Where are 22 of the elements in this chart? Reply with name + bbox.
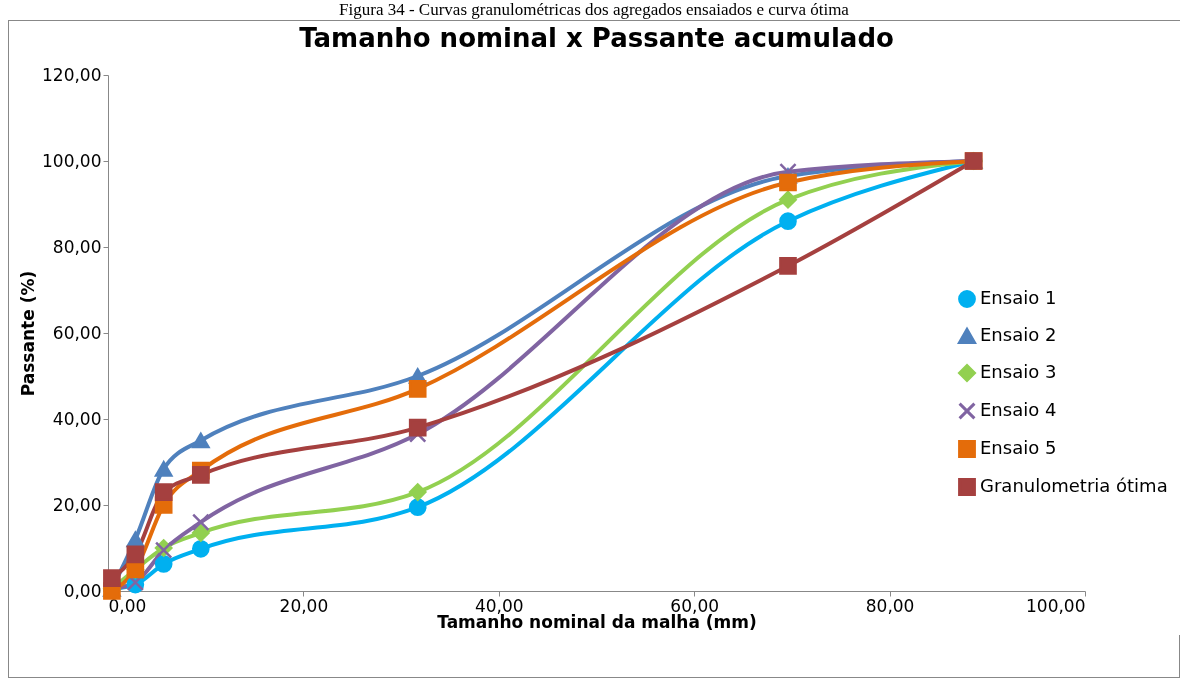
x-tick-label: 0,00 bbox=[108, 595, 147, 616]
x-tick-label: 60,00 bbox=[670, 595, 720, 616]
text: Figura 34 - Curvas granulométricas dos agregados ensaiados e curva ótima bbox=[338, 0, 850, 20]
y-tick-label: 40,00 bbox=[52, 408, 102, 429]
legend-label: Granulometria ótima bbox=[980, 475, 1168, 496]
x-tick-label: 40,00 bbox=[474, 595, 524, 616]
chart-title: Tamanho nominal x Passante acumulado bbox=[299, 23, 894, 53]
x-tick-label: 80,00 bbox=[865, 595, 915, 616]
y-tick-label: 20,00 bbox=[52, 494, 102, 515]
legend-label: Ensaio 5 bbox=[980, 437, 1057, 458]
y-tick-label: 80,00 bbox=[52, 236, 102, 257]
legend-label: Ensaio 2 bbox=[980, 324, 1057, 345]
y-tick-label: 60,00 bbox=[52, 322, 102, 343]
x-tick-label: 100,00 bbox=[1026, 595, 1086, 616]
legend-label: Ensaio 1 bbox=[980, 287, 1057, 308]
legend-label: Ensaio 4 bbox=[980, 399, 1057, 420]
y-tick-label: 100,00 bbox=[42, 150, 102, 171]
y-tick-label: 0,00 bbox=[63, 580, 102, 601]
legend-label: Ensaio 3 bbox=[980, 361, 1057, 382]
y-tick-label: 120,00 bbox=[42, 64, 102, 85]
y-axis-title: Passante (%) bbox=[18, 270, 39, 397]
x-tick-label: 20,00 bbox=[279, 595, 329, 616]
